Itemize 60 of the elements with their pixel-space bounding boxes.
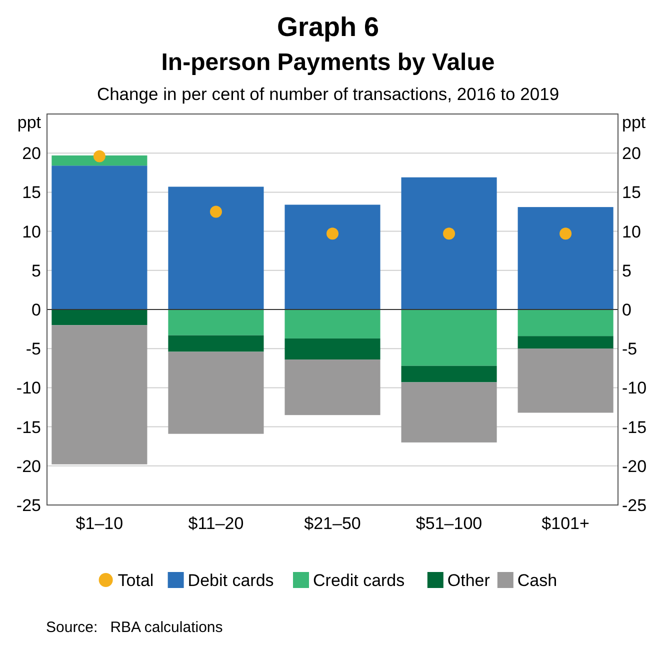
x-tick-label: $51–100 bbox=[416, 514, 482, 533]
y2-axis-title: ppt bbox=[622, 113, 646, 132]
y2-tick-label: 15 bbox=[622, 183, 641, 202]
bar bbox=[518, 336, 614, 349]
bar bbox=[401, 177, 497, 310]
y2-tick-label: -25 bbox=[622, 496, 647, 515]
point bbox=[326, 228, 338, 240]
y2-tick-label: -15 bbox=[622, 418, 647, 437]
bar bbox=[284, 338, 380, 360]
y2-tick-label: 10 bbox=[622, 222, 641, 242]
x-tick-label: $11–20 bbox=[188, 514, 244, 533]
bar bbox=[518, 310, 614, 336]
y-tick-label: -25 bbox=[16, 496, 41, 515]
bar bbox=[168, 310, 264, 336]
legend-label: Debit cards bbox=[188, 571, 274, 590]
legend-label: Total bbox=[118, 571, 154, 590]
y-tick-label: -15 bbox=[16, 418, 41, 437]
bar bbox=[284, 310, 380, 338]
point bbox=[560, 228, 572, 240]
bar bbox=[52, 310, 148, 326]
x-tick-label: $1–10 bbox=[76, 514, 124, 533]
bar bbox=[52, 155, 148, 166]
y-axis-title: ppt bbox=[17, 113, 42, 132]
y2-tick-label: 20 bbox=[622, 144, 641, 164]
bar bbox=[168, 186, 264, 310]
bar bbox=[518, 348, 614, 413]
chart-subtitle: In-person Payments by Value Change in per cent of number of transactions, 2016 to 2019 bbox=[96, 49, 560, 104]
y-tick-label: -5 bbox=[26, 340, 41, 359]
bar bbox=[401, 382, 497, 442]
bar bbox=[52, 325, 148, 464]
y-tick-label: 5 bbox=[32, 261, 41, 280]
y-tick-label: 20 bbox=[22, 144, 41, 164]
source-note: Source: RBA calculations bbox=[46, 619, 223, 636]
y-tick-label: 0 bbox=[32, 300, 41, 320]
bar bbox=[284, 360, 380, 416]
y-tick-label: 15 bbox=[22, 183, 41, 202]
bar bbox=[52, 166, 148, 310]
y-tick-label: -10 bbox=[16, 378, 41, 398]
chart-title: Graph 6 bbox=[276, 12, 380, 42]
x-tick-label: $21–50 bbox=[304, 514, 361, 533]
bar bbox=[284, 204, 380, 310]
x-tick-label: $101+ bbox=[542, 514, 590, 533]
y2-tick-label: -20 bbox=[622, 456, 647, 476]
bar bbox=[168, 335, 264, 352]
bar bbox=[518, 207, 614, 310]
legend-label: Other bbox=[447, 571, 490, 590]
legend-label: Cash bbox=[517, 571, 558, 590]
y2-tick-label: 5 bbox=[622, 261, 632, 280]
point bbox=[210, 206, 222, 218]
bar bbox=[168, 352, 264, 434]
y2-tick-label: 0 bbox=[622, 300, 632, 320]
point bbox=[93, 150, 106, 162]
y2-tick-label: -10 bbox=[622, 378, 647, 398]
y-tick-label: -20 bbox=[16, 456, 41, 476]
point bbox=[443, 228, 456, 240]
y2-tick-label: -5 bbox=[622, 340, 638, 359]
bar bbox=[401, 366, 497, 382]
bar bbox=[401, 310, 497, 366]
legend-label: Credit cards bbox=[313, 571, 405, 590]
y-tick-label: 10 bbox=[22, 222, 41, 242]
